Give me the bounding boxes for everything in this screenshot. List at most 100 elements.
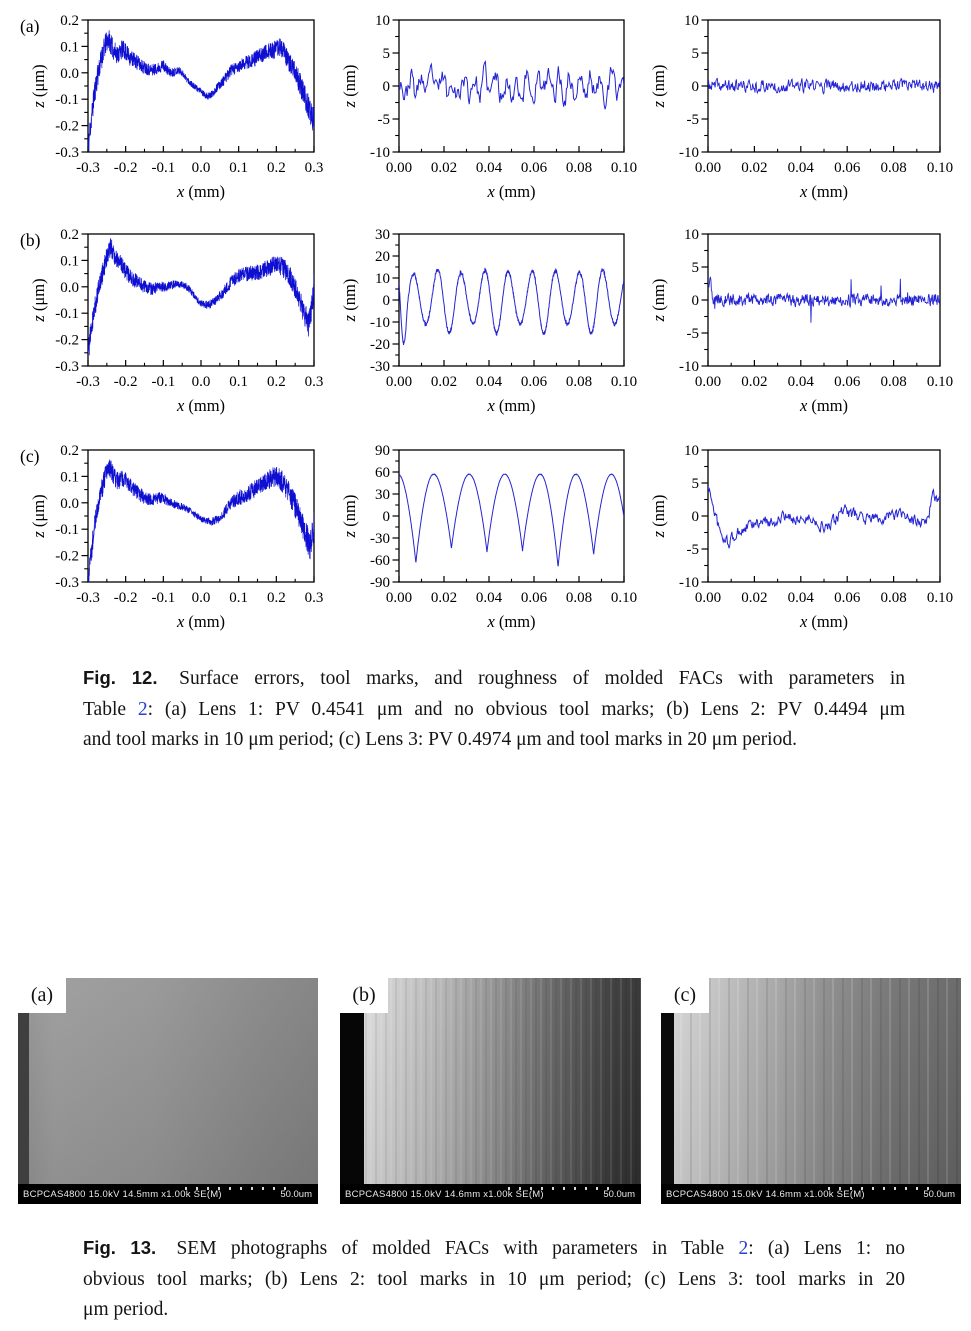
svg-text:0.0: 0.0: [192, 374, 211, 390]
scale-bar-label: 50.0um: [923, 1189, 955, 1200]
svg-text:0.06: 0.06: [521, 590, 548, 606]
svg-text:0.08: 0.08: [880, 374, 906, 390]
svg-text:0: 0: [692, 293, 700, 309]
svg-text:0.06: 0.06: [834, 160, 861, 176]
svg-text:0.1: 0.1: [60, 253, 79, 269]
svg-text:-60: -60: [370, 553, 390, 569]
sem-panel-label: (a): [18, 978, 66, 1013]
svg-text:0.10: 0.10: [611, 590, 637, 606]
svg-text:0.02: 0.02: [431, 590, 457, 606]
svg-text:-0.3: -0.3: [76, 374, 100, 390]
svg-text:x (mm): x (mm): [799, 182, 848, 201]
svg-text:-0.2: -0.2: [55, 333, 79, 349]
panel-label-c: (c): [20, 446, 40, 466]
svg-text:-0.3: -0.3: [76, 160, 100, 176]
svg-text:0.06: 0.06: [521, 374, 548, 390]
svg-text:-5: -5: [378, 112, 391, 128]
svg-text:-0.3: -0.3: [55, 575, 79, 591]
svg-text:10: 10: [684, 227, 699, 243]
plot-b-surface-error: -0.3 -0.2 -0.1 0.0 0.1 0.2 0.3 -0.3 -0.2 -0.1 0.0 0…: [20, 227, 324, 415]
svg-text:0.02: 0.02: [741, 160, 767, 176]
svg-text:0.08: 0.08: [880, 590, 906, 606]
scale-ruler-ticks: [508, 1187, 609, 1190]
svg-text:0.1: 0.1: [229, 160, 248, 176]
sem-panel-label: (b): [340, 978, 388, 1013]
svg-text:-0.2: -0.2: [55, 119, 79, 135]
svg-text:0.1: 0.1: [229, 590, 248, 606]
svg-text:0.00: 0.00: [695, 374, 721, 390]
svg-text:z (μm): z (μm): [29, 494, 48, 538]
svg-text:0.04: 0.04: [476, 374, 503, 390]
figure-13-caption: Fig. 13. SEM photographs of molded FACs …: [83, 1233, 905, 1326]
svg-text:x (mm): x (mm): [486, 182, 535, 201]
svg-text:-20: -20: [370, 337, 390, 353]
svg-text:0.0: 0.0: [60, 66, 79, 82]
sem-image-b: [340, 978, 641, 1184]
svg-text:x (mm): x (mm): [176, 182, 225, 201]
svg-text:z (nm): z (nm): [650, 279, 668, 323]
data-curve-a-roughness: [708, 77, 940, 95]
svg-text:0.2: 0.2: [60, 227, 79, 243]
data-curve-b-tool-marks: [399, 267, 624, 346]
plot-b-roughness: 0.00 0.02 0.04 0.06 0.08 0.10 -10 -5 0 5 10 x (mm) z…: [650, 227, 953, 415]
svg-text:10: 10: [684, 13, 699, 29]
svg-text:-5: -5: [687, 542, 700, 558]
svg-text:0.0: 0.0: [60, 280, 79, 296]
sem-photo-a: (a) BCPCAS4800 15.0kV 14.5mm x1.00k SE(M…: [18, 978, 318, 1204]
panel-label-b: (b): [20, 230, 41, 250]
svg-text:0.10: 0.10: [611, 160, 637, 176]
svg-text:0.08: 0.08: [566, 374, 592, 390]
plot-c-tool-marks: 0.00 0.02 0.04 0.06 0.08 0.10 -90 -60 -30 0 30 60 90…: [340, 443, 637, 631]
svg-text:0.00: 0.00: [386, 374, 412, 390]
svg-text:-0.2: -0.2: [114, 160, 138, 176]
svg-text:-5: -5: [687, 326, 700, 342]
table-2-link[interactable]: 2: [738, 1238, 749, 1259]
svg-text:0: 0: [383, 293, 391, 309]
svg-text:0.02: 0.02: [741, 374, 767, 390]
plot-a-surface-error: -0.3 -0.2 -0.1 0.0 0.1 0.2 0.3 -0.3 -0.2 -0.1 0.0 0…: [20, 13, 324, 201]
svg-text:0.3: 0.3: [305, 374, 324, 390]
caption-text: obvious tool marks; (b) Lens 2: tool mar…: [83, 1268, 905, 1290]
caption-text: SEM photographs of molded FACs with para…: [162, 1238, 739, 1259]
svg-text:0.2: 0.2: [60, 443, 79, 459]
svg-text:-0.3: -0.3: [76, 590, 100, 606]
svg-text:0.3: 0.3: [305, 160, 324, 176]
svg-text:0.00: 0.00: [695, 160, 721, 176]
svg-text:0.1: 0.1: [60, 469, 79, 485]
svg-text:x (mm): x (mm): [486, 396, 535, 415]
sem-metadata: BCPCAS4800 15.0kV 14.6mm x1.00k SE(M): [666, 1189, 865, 1200]
svg-text:5: 5: [692, 46, 700, 62]
svg-text:0.04: 0.04: [788, 590, 815, 606]
plot-a-tool-marks: 0.00 0.02 0.04 0.06 0.08 0.10 -10 -5 0 5 10 x (mm) z…: [340, 13, 637, 201]
data-curve-b-surface-error: [88, 238, 314, 356]
svg-text:0.06: 0.06: [834, 374, 861, 390]
svg-text:0.1: 0.1: [229, 374, 248, 390]
svg-text:z (μm): z (μm): [29, 64, 48, 108]
svg-text:0.02: 0.02: [741, 590, 767, 606]
svg-text:-0.3: -0.3: [55, 359, 79, 375]
svg-text:-0.1: -0.1: [151, 374, 175, 390]
svg-text:0.10: 0.10: [927, 374, 953, 390]
caption-text: Surface errors, tool marks, and roughnes…: [163, 668, 905, 689]
data-curve-c-surface-error: [88, 459, 314, 582]
svg-text:-0.1: -0.1: [55, 522, 79, 538]
svg-text:0.3: 0.3: [305, 590, 324, 606]
svg-text:z (nm): z (nm): [650, 65, 668, 109]
scale-ruler-ticks: [185, 1187, 286, 1190]
table-2-link[interactable]: 2: [137, 698, 148, 720]
svg-text:z (μm): z (μm): [29, 278, 48, 322]
data-curve-b-roughness: [708, 276, 940, 323]
svg-text:0.10: 0.10: [927, 590, 953, 606]
svg-text:0.08: 0.08: [566, 590, 592, 606]
svg-text:5: 5: [692, 260, 700, 276]
svg-text:0.0: 0.0: [192, 590, 211, 606]
sem-photo-c: (c) BCPCAS4800 15.0kV 14.6mm x1.00k SE(M…: [661, 978, 961, 1204]
sem-panel-label: (c): [661, 978, 709, 1013]
svg-text:-90: -90: [370, 575, 390, 591]
svg-text:-0.1: -0.1: [55, 306, 79, 322]
svg-text:5: 5: [692, 476, 700, 492]
svg-text:0.04: 0.04: [788, 160, 815, 176]
svg-text:30: 30: [375, 227, 390, 243]
svg-text:0: 0: [692, 509, 700, 525]
